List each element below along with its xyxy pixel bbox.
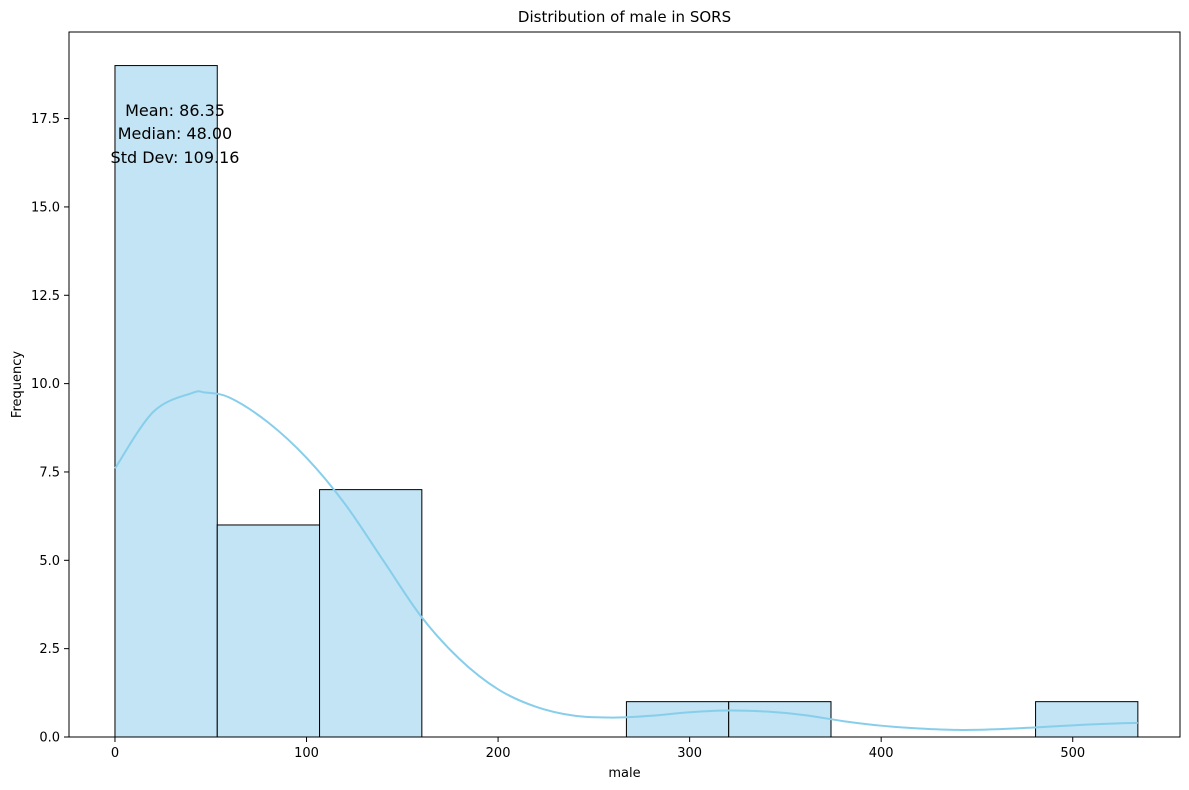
stats-std: Std Dev: 109.16 <box>111 148 240 167</box>
x-tick-label: 500 <box>1060 746 1085 761</box>
y-tick-label: 7.5 <box>39 465 60 480</box>
stats-annotation: Mean: 86.35 Median: 48.00 Std Dev: 109.1… <box>111 101 240 167</box>
x-tick-label: 400 <box>869 746 894 761</box>
y-tick-label: 2.5 <box>39 642 60 657</box>
chart-title: Distribution of male in SORS <box>518 8 731 26</box>
stats-mean: Mean: 86.35 <box>125 101 225 120</box>
x-tick-label: 300 <box>677 746 702 761</box>
y-tick-label: 5.0 <box>39 554 60 569</box>
histogram-bar <box>216 524 321 738</box>
x-axis-label: male <box>608 766 640 781</box>
histogram-bar <box>1035 701 1139 738</box>
stats-median: Median: 48.00 <box>118 124 232 143</box>
x-axis-ticks: 0 100 200 300 400 500 <box>111 737 1085 761</box>
histogram-bar <box>319 489 423 738</box>
y-tick-label: 12.5 <box>31 289 60 304</box>
plot-frame <box>68 31 1181 738</box>
histogram-bar <box>114 65 218 738</box>
y-tick-label: 15.0 <box>31 200 60 215</box>
x-tick-label: 200 <box>486 746 511 761</box>
histogram-bar <box>728 701 832 738</box>
y-tick-label: 10.0 <box>31 377 60 392</box>
histogram-bar <box>625 701 730 738</box>
y-tick-label: 0.0 <box>39 731 60 746</box>
x-tick-label: 100 <box>294 746 319 761</box>
histogram-bars <box>114 65 1139 738</box>
x-tick-label: 0 <box>111 746 119 761</box>
y-axis-label: Frequency <box>10 351 25 418</box>
kde-curve <box>114 390 1138 731</box>
y-axis-ticks: 0.0 2.5 5.0 7.5 10.0 12.5 15.0 17.5 <box>31 112 69 746</box>
y-tick-label: 17.5 <box>31 112 60 127</box>
